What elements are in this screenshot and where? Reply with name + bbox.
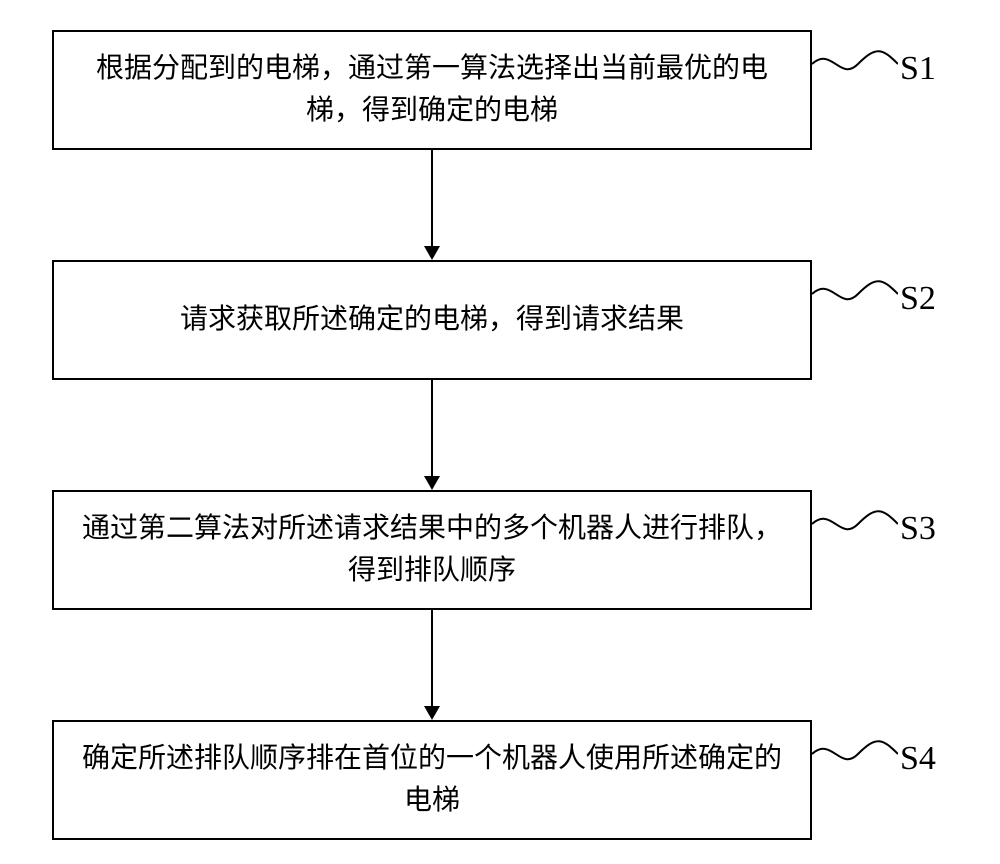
squiggle-s3 — [812, 504, 898, 544]
arrow-s2-s3-head — [424, 476, 440, 490]
squiggle-s2 — [812, 274, 898, 314]
step-label-s2: S2 — [900, 280, 936, 318]
step-text-s2: 请求获取所述确定的电梯，得到请求结果 — [180, 299, 684, 341]
step-box-s2: 请求获取所述确定的电梯，得到请求结果 — [52, 260, 812, 380]
arrow-s2-s3-line — [431, 380, 433, 476]
arrow-s1-s2-head — [424, 246, 440, 260]
step-box-s3: 通过第二算法对所述请求结果中的多个机器人进行排队，得到排队顺序 — [52, 490, 812, 610]
step-label-s1: S1 — [900, 50, 936, 88]
step-box-s1: 根据分配到的电梯，通过第一算法选择出当前最优的电梯，得到确定的电梯 — [52, 30, 812, 150]
step-text-s3: 通过第二算法对所述请求结果中的多个机器人进行排队，得到排队顺序 — [74, 508, 790, 592]
squiggle-s1 — [812, 44, 898, 84]
step-text-s1: 根据分配到的电梯，通过第一算法选择出当前最优的电梯，得到确定的电梯 — [74, 48, 790, 132]
squiggle-s4 — [812, 734, 898, 774]
step-text-s4: 确定所述排队顺序排在首位的一个机器人使用所述确定的电梯 — [74, 738, 790, 822]
step-label-s3: S3 — [900, 510, 936, 548]
flowchart-canvas: 根据分配到的电梯，通过第一算法选择出当前最优的电梯，得到确定的电梯 S1 请求获… — [0, 0, 1000, 864]
arrow-s1-s2-line — [431, 150, 433, 246]
step-box-s4: 确定所述排队顺序排在首位的一个机器人使用所述确定的电梯 — [52, 720, 812, 840]
step-label-s4: S4 — [900, 740, 936, 778]
arrow-s3-s4-head — [424, 706, 440, 720]
arrow-s3-s4-line — [431, 610, 433, 706]
